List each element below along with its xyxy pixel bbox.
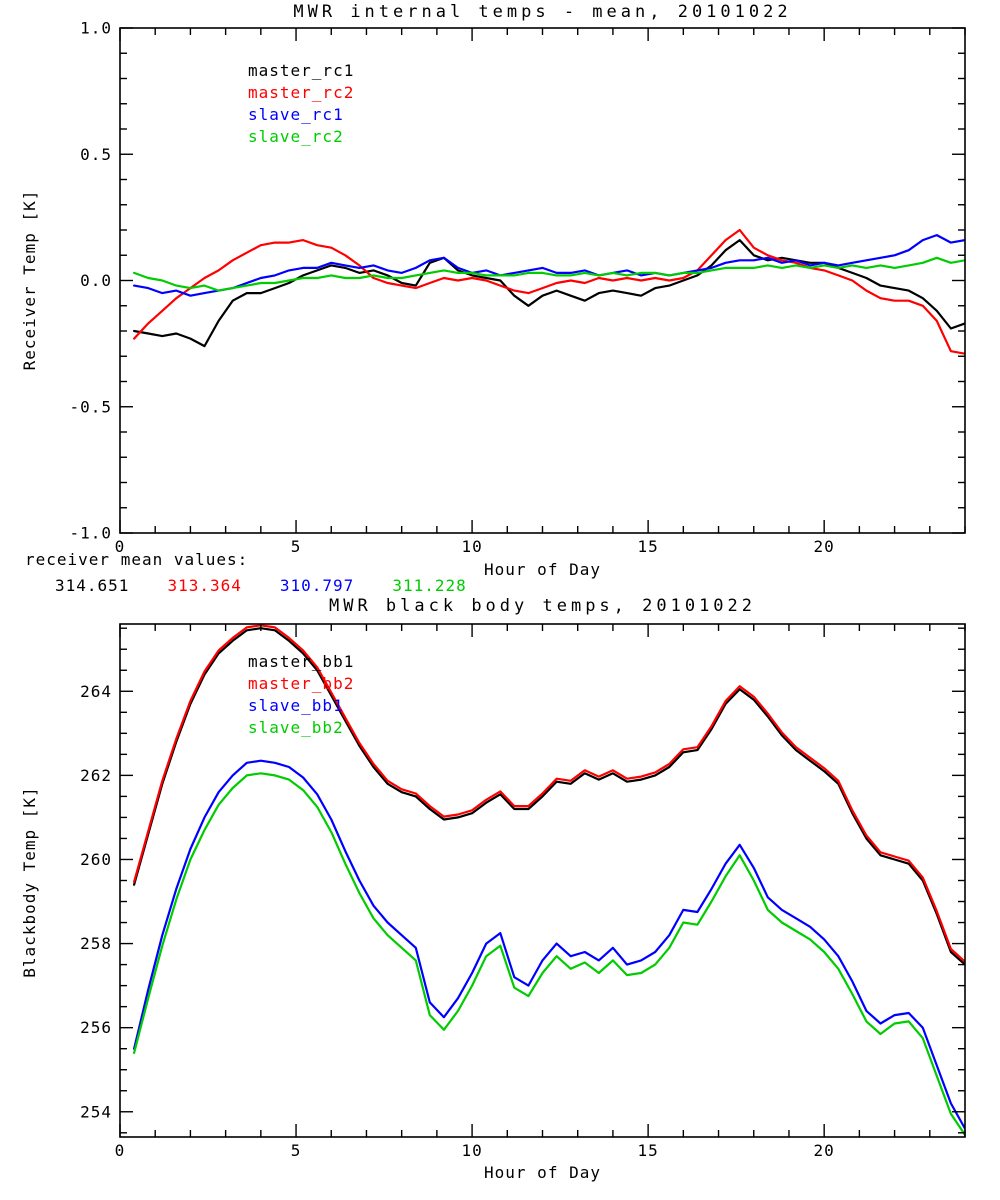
y-tick-label: -1.0: [69, 524, 112, 543]
x-tick-label: 10: [461, 1141, 482, 1160]
y-tick-label: 1.0: [80, 19, 112, 38]
top-x-axis-label: Hour of Day: [484, 560, 601, 579]
y-tick-label: -0.5: [69, 397, 112, 416]
mean-value-slave-rc2: 311.228: [392, 576, 467, 595]
x-tick-label: 20: [814, 537, 835, 556]
x-tick-label: 5: [291, 1141, 302, 1160]
legend-master_bb1: master_bb1: [248, 652, 354, 671]
x-tick-label: 20: [814, 1141, 835, 1160]
series-group: [133, 228, 965, 355]
receiver-means-label: receiver mean values:: [25, 550, 249, 569]
series-line-master_rc2: [133, 228, 965, 355]
series-line-slave_rc2: [133, 256, 965, 292]
y-tick-label: 256: [80, 1018, 112, 1037]
y-tick-label: 0.5: [80, 145, 112, 164]
axis-ticks: [119, 27, 966, 534]
y-tick-label: 258: [80, 934, 112, 953]
bottom-chart-title: MWR black body temps, 20101022: [328, 596, 757, 616]
x-tick-label: 5: [291, 537, 302, 556]
bottom-y-axis-label: Blackbody Temp [K]: [20, 786, 39, 978]
mean-value-master-rc1: 314.651: [55, 576, 130, 595]
y-tick-label: 0.0: [80, 271, 112, 290]
mean-value-slave-rc1: 310.797: [279, 576, 355, 595]
series-group: [133, 624, 965, 1137]
chart-0: 0 5 10 15 20 -1.0 -0.5 0.0 0.5 1.0 master_rc1maste…: [69, 19, 966, 556]
legend-master_bb2: master_bb2: [248, 674, 354, 693]
x-tick-label: 15: [637, 537, 658, 556]
x-tick-label: 15: [637, 1141, 658, 1160]
plot-frame: [119, 623, 966, 1138]
top-y-axis-label: Receiver Temp [K]: [20, 189, 39, 371]
legend-master_rc2: master_rc2: [248, 83, 354, 102]
mean-value-master-rc2: 313.364: [167, 576, 242, 595]
legend-slave_bb2: slave_bb2: [248, 718, 344, 737]
y-tick-label: 264: [80, 682, 112, 701]
legend-slave_rc1: slave_rc1: [248, 105, 344, 124]
series-line-slave_bb2: [133, 772, 965, 1137]
y-tick-label: 262: [80, 766, 112, 785]
legend-slave_rc2: slave_rc2: [248, 127, 344, 146]
legend-slave_bb1: slave_bb1: [248, 696, 344, 715]
series-line-slave_bb1: [133, 759, 965, 1130]
x-tick-label: 0: [115, 537, 126, 556]
plot-frame: [119, 27, 966, 534]
series-line-master_rc1: [133, 239, 965, 348]
bottom-x-axis-label: Hour of Day: [484, 1163, 601, 1182]
top-chart-title: MWR internal temps - mean, 20101022: [293, 2, 792, 22]
receiver-means-values: 314.651 313.364 310.797 311.228: [55, 576, 505, 595]
series-line-slave_rc1: [133, 234, 965, 297]
x-tick-label: 10: [461, 537, 482, 556]
series-line-master_bb2: [133, 624, 965, 963]
x-tick-label: 0: [115, 1141, 126, 1160]
axis-ticks: [119, 624, 966, 1137]
y-tick-label: 254: [80, 1102, 112, 1121]
y-tick-label: 260: [80, 850, 112, 869]
chart-1: 0 5 10 15 20 254 256 258 260 262 264 master_bb1mast…: [80, 623, 966, 1160]
series-line-master_bb1: [133, 627, 965, 966]
legend-master_rc1: master_rc1: [248, 61, 354, 80]
